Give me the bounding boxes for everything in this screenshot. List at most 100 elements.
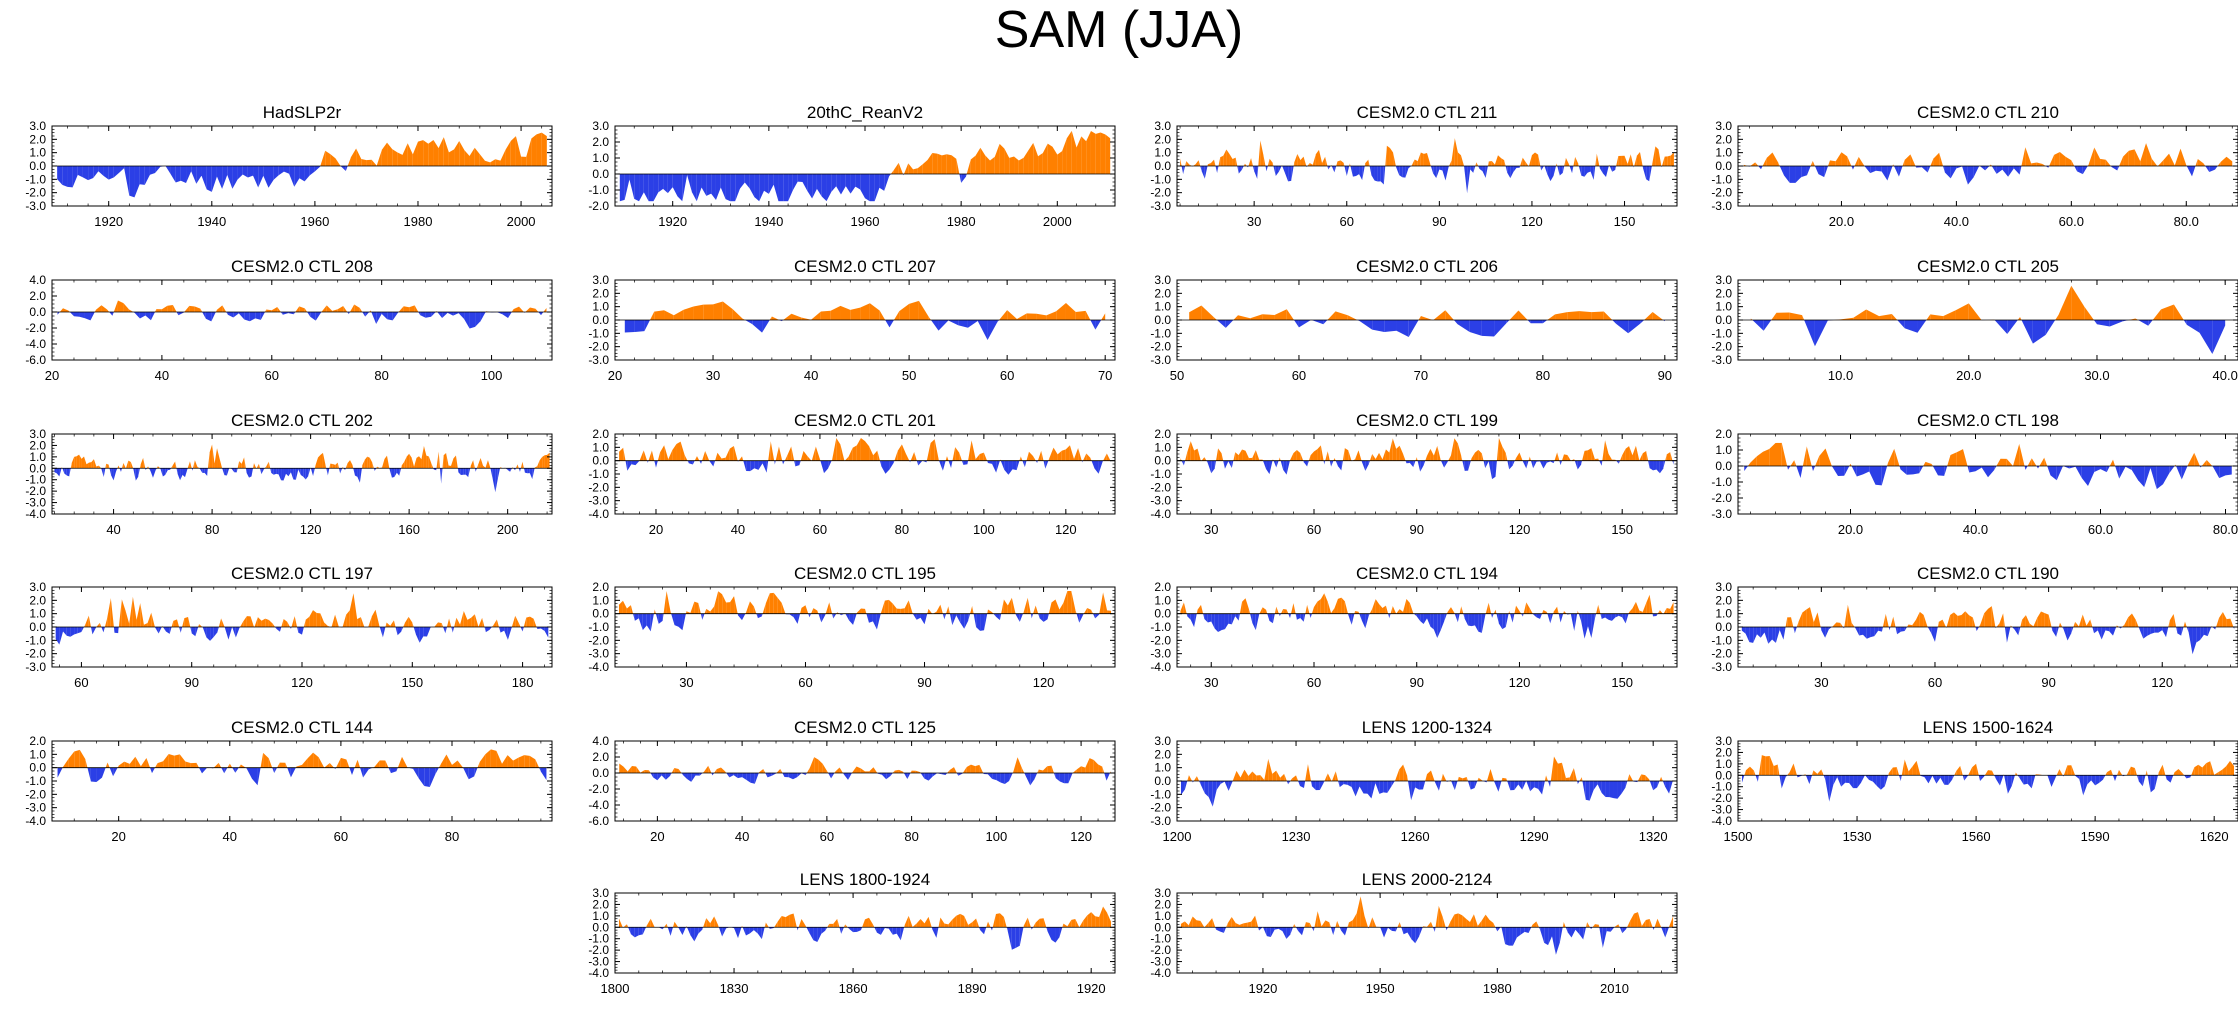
anomaly-area <box>162 627 166 632</box>
y-tick-label: 0.0 <box>1715 313 1732 327</box>
anomaly-area <box>1547 314 1556 320</box>
anomaly-area <box>417 140 424 166</box>
anomaly-area <box>119 166 125 173</box>
anomaly-area <box>1399 166 1403 178</box>
anomaly-area <box>777 915 782 928</box>
anomaly-area <box>1221 613 1225 631</box>
anomaly-area <box>490 468 493 481</box>
y-tick-label: -3.0 <box>1150 647 1171 661</box>
anomaly-area <box>893 162 899 174</box>
anomaly-area <box>1087 912 1092 928</box>
x-tick-label: 40 <box>223 829 237 844</box>
anomaly-area <box>283 468 286 481</box>
anomaly-area <box>1796 775 1798 778</box>
anomaly-area <box>74 749 80 768</box>
anomaly-area <box>479 154 485 166</box>
negative-fill <box>1747 166 2218 185</box>
negative-fill <box>1186 613 1664 639</box>
panel-title: CESM2.0 CTL 195 <box>794 564 936 583</box>
anomaly-area <box>2094 466 2101 472</box>
anomaly-area <box>1043 918 1047 928</box>
anomaly-area <box>192 468 193 471</box>
anomaly-area <box>884 599 889 614</box>
anomaly-area <box>369 310 371 312</box>
anomaly-area <box>536 132 542 166</box>
anomaly-area <box>850 174 856 194</box>
anomaly-area <box>1806 166 1811 176</box>
y-tick-label: 2.0 <box>592 135 609 149</box>
panel-title: LENS 1800-1924 <box>800 870 930 889</box>
anomaly-area <box>643 450 648 461</box>
anomaly-area <box>1823 775 1826 780</box>
anomaly-area <box>1106 773 1110 781</box>
anomaly-area <box>285 762 288 768</box>
anomaly-area <box>1978 775 1981 781</box>
anomaly-area <box>1075 919 1080 928</box>
anomaly-area <box>453 312 459 316</box>
anomaly-area <box>1380 927 1385 938</box>
anomaly-area <box>178 312 184 316</box>
anomaly-area <box>1383 781 1388 793</box>
anomaly-area <box>107 598 111 627</box>
anomaly-area <box>2220 156 2227 166</box>
anomaly-area <box>2135 619 2139 627</box>
anomaly-area <box>619 763 624 773</box>
anomaly-area <box>1581 166 1585 177</box>
anomaly-area <box>442 312 448 318</box>
anomaly-area <box>379 625 380 627</box>
anomaly-area <box>896 608 901 614</box>
anomaly-area <box>478 617 483 627</box>
anomaly-area <box>1861 775 1865 783</box>
anomaly-area <box>179 754 186 768</box>
anomaly-area <box>774 921 778 928</box>
anomaly-area <box>302 758 308 768</box>
anomaly-area <box>1372 599 1376 614</box>
anomaly-area <box>754 460 759 470</box>
anomaly-area <box>1315 149 1319 166</box>
anomaly-area <box>1214 460 1217 469</box>
anomaly-area <box>1075 609 1077 614</box>
anomaly-area <box>460 468 464 476</box>
anomaly-area <box>446 754 452 768</box>
x-tick-label: 1500 <box>1724 829 1753 844</box>
anomaly-area <box>510 468 512 472</box>
anomaly-area <box>1613 781 1618 799</box>
anomaly-area <box>135 468 139 481</box>
anomaly-area <box>177 619 180 627</box>
anomaly-area <box>879 460 882 467</box>
anomaly-area <box>1485 613 1486 616</box>
anomaly-area <box>224 468 227 476</box>
anomaly-area <box>2006 458 2013 466</box>
anomaly-area <box>1248 771 1253 781</box>
anomaly-area <box>185 761 191 768</box>
anomaly-area <box>1908 766 1913 776</box>
anomaly-area <box>706 174 712 196</box>
y-tick-label: 2.0 <box>1715 132 1732 146</box>
anomaly-area <box>764 174 769 194</box>
anomaly-area <box>2036 162 2043 166</box>
chart-panel: CESM2.0 CTL 1982.01.00.0-1.0-2.0-3.020.0… <box>1711 411 2238 537</box>
anomaly-area <box>2207 627 2212 637</box>
anomaly-area <box>1561 454 1564 461</box>
anomaly-area <box>1000 773 1005 785</box>
anomaly-area <box>1553 460 1555 464</box>
y-tick-label: -1.0 <box>1150 326 1171 340</box>
anomaly-area <box>1062 923 1064 928</box>
anomaly-area <box>79 454 82 469</box>
anomaly-area <box>453 455 456 469</box>
anomaly-area <box>463 767 469 780</box>
anomaly-area <box>57 767 63 778</box>
anomaly-area <box>1252 771 1257 781</box>
anomaly-area <box>682 773 688 780</box>
anomaly-area <box>1561 762 1566 781</box>
anomaly-area <box>768 174 774 194</box>
anomaly-area <box>1851 166 1853 170</box>
anomaly-area <box>1365 159 1369 166</box>
anomaly-area <box>423 627 427 637</box>
anomaly-area <box>1614 924 1619 928</box>
anomaly-area <box>999 613 1002 621</box>
anomaly-area <box>275 627 277 629</box>
anomaly-area <box>1324 460 1326 465</box>
panel-title: CESM2.0 CTL 190 <box>1917 564 2059 583</box>
anomaly-area <box>1075 310 1086 320</box>
